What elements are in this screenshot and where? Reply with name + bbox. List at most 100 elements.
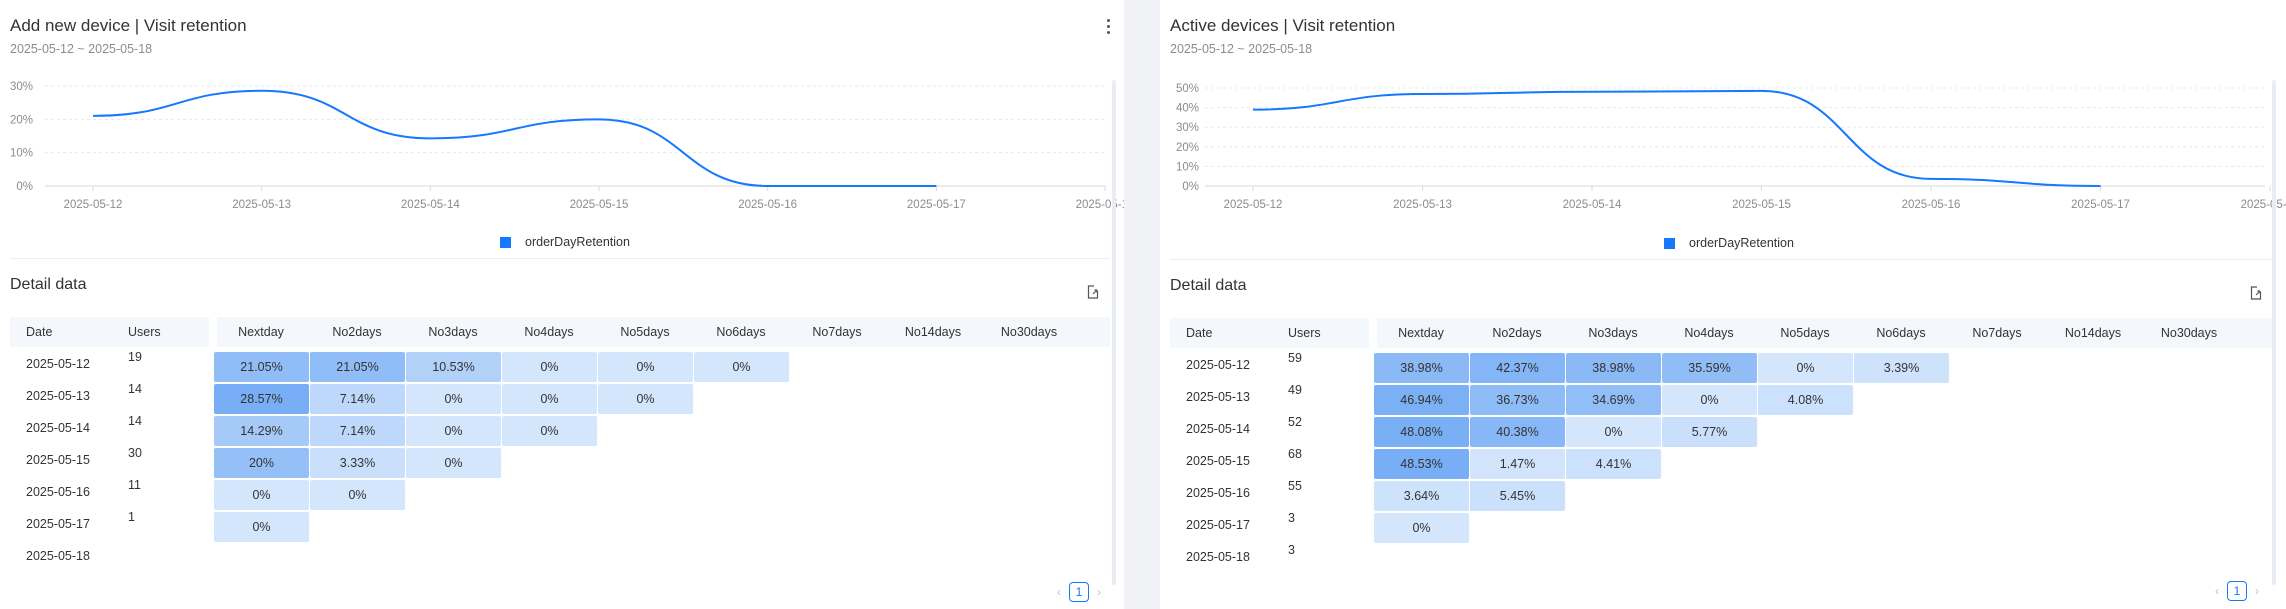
column-header-no6days: No6days — [1876, 326, 1926, 340]
retention-cell[interactable]: 0% — [406, 448, 501, 478]
retention-cell[interactable]: 0% — [694, 352, 789, 382]
retention-line-chart: 0% 10% 20% 30% 2025-05-12 2025-05-13 2025-05-1… — [10, 81, 1124, 211]
divider — [10, 258, 1110, 259]
column-header-no30days: No30days — [2160, 326, 2218, 340]
column-header-no7days: No7days — [1972, 326, 2022, 340]
retention-cell[interactable]: 36.73% — [1470, 385, 1565, 415]
retention-cell[interactable]: 0% — [598, 352, 693, 382]
header-gap — [1369, 318, 1377, 348]
retention-cell[interactable]: 21.05% — [310, 352, 405, 382]
card-title: Add new device | Visit retention — [10, 16, 247, 35]
column-header-no3days: No3days — [1588, 326, 1638, 340]
x-tick-label: 2025-05-13 — [1393, 199, 1452, 211]
retention-cell[interactable]: 46.94% — [1374, 385, 1469, 415]
next-page-icon[interactable]: › — [1097, 585, 1101, 599]
retention-cell[interactable]: 7.14% — [310, 384, 405, 414]
column-header-no4days: No4days — [1684, 326, 1734, 340]
retention-cell[interactable]: 34.69% — [1566, 385, 1661, 415]
pagination: ‹ 1 › — [2215, 581, 2259, 601]
y-tick-label: 0% — [16, 181, 33, 193]
chart-legend[interactable]: orderDayRetention — [500, 234, 630, 250]
next-page-icon[interactable]: › — [2255, 584, 2259, 598]
series-line-orderDayRetention[interactable] — [92, 89, 937, 188]
page-number[interactable]: 1 — [1069, 582, 1089, 602]
retention-cell[interactable]: 1.47% — [1470, 449, 1565, 479]
retention-cell[interactable]: 3.33% — [310, 448, 405, 478]
retention-cell[interactable]: 4.41% — [1566, 449, 1661, 479]
retention-cell[interactable]: 0% — [502, 416, 597, 446]
prev-page-icon[interactable]: ‹ — [1057, 585, 1061, 599]
scrollbar-track[interactable] — [2272, 80, 2276, 585]
x-tick-label: 2025-05-14 — [401, 199, 460, 211]
retention-cell[interactable]: 38.98% — [1566, 353, 1661, 383]
date-range: 2025-05-12 ~ 2025-05-18 — [1170, 42, 1313, 56]
retention-card-new-devices: Add new device | Visit retention 2025-05… — [0, 0, 1124, 609]
retention-cell[interactable]: 3.39% — [1854, 353, 1949, 383]
row-users: 68 — [1288, 447, 1302, 461]
retention-cell[interactable]: 5.77% — [1662, 417, 1757, 447]
retention-cell[interactable]: 0% — [1566, 417, 1661, 447]
x-tick-label: 2025-05-16 — [1902, 199, 1961, 211]
table-header: Date Users Nextday No2days No3days No4days No5… — [10, 317, 1110, 347]
retention-cell[interactable]: 48.08% — [1374, 417, 1469, 447]
retention-cell[interactable]: 14.29% — [214, 416, 309, 446]
prev-page-icon[interactable]: ‹ — [2215, 584, 2219, 598]
retention-cell[interactable]: 0% — [406, 384, 501, 414]
row-users: 14 — [128, 382, 142, 396]
retention-cell[interactable]: 21.05% — [214, 352, 309, 382]
retention-cell[interactable]: 38.98% — [1374, 353, 1469, 383]
table-row: 2025-05-12 59 38.98% 42.37% 38.98% 35.59% 0% 3.… — [1170, 344, 2270, 383]
retention-card-active-devices: Active devices | Visit retention 2025-05… — [1160, 0, 2286, 609]
row-date: 2025-05-13 — [26, 389, 90, 403]
column-header-no5days: No5days — [1780, 326, 1830, 340]
page-number[interactable]: 1 — [2227, 581, 2247, 601]
x-tick-label: 2025-05-12 — [64, 199, 123, 211]
row-date: 2025-05-14 — [26, 421, 90, 435]
row-users: 3 — [1288, 511, 1295, 525]
row-date: 2025-05-12 — [1186, 358, 1250, 372]
retention-cell[interactable]: 40.38% — [1470, 417, 1565, 447]
y-tick-label: 20% — [1176, 142, 1199, 154]
table-row: 2025-05-17 3 0% — [1170, 504, 2270, 543]
row-users: 1 — [128, 510, 135, 524]
retention-cell[interactable]: 0% — [598, 384, 693, 414]
row-date: 2025-05-17 — [26, 517, 90, 531]
retention-cell[interactable]: 0% — [1374, 513, 1469, 543]
retention-cell[interactable]: 3.64% — [1374, 481, 1469, 511]
legend-swatch — [500, 236, 511, 248]
retention-cell[interactable]: 42.37% — [1470, 353, 1565, 383]
column-header-nextday: Nextday — [238, 325, 284, 339]
retention-cell[interactable]: 5.45% — [1470, 481, 1565, 511]
series-line-orderDayRetention[interactable] — [1252, 89, 2101, 187]
retention-cell[interactable]: 28.57% — [214, 384, 309, 414]
column-header-no3days: No3days — [428, 325, 478, 339]
detail-data-title: Detail data — [1170, 277, 1247, 294]
retention-cell[interactable]: 4.08% — [1758, 385, 1853, 415]
export-icon[interactable] — [2248, 285, 2264, 301]
export-icon[interactable] — [1085, 284, 1101, 300]
retention-cell[interactable]: 0% — [502, 384, 597, 414]
column-header-nextday: Nextday — [1398, 326, 1444, 340]
retention-cell[interactable]: 7.14% — [310, 416, 405, 446]
retention-cell[interactable]: 10.53% — [406, 352, 501, 382]
table-row: 2025-05-14 52 48.08% 40.38% 0% 5.77% — [1170, 408, 2270, 447]
retention-cell[interactable]: 0% — [1662, 385, 1757, 415]
table-row: 2025-05-16 55 3.64% 5.45% — [1170, 472, 2270, 511]
more-options-icon[interactable] — [1103, 14, 1113, 38]
row-users: 14 — [128, 414, 142, 428]
retention-cell[interactable]: 0% — [214, 512, 309, 542]
column-header-no5days: No5days — [620, 325, 670, 339]
row-date: 2025-05-17 — [1186, 518, 1250, 532]
column-header-users: Users — [128, 325, 161, 339]
retention-cell[interactable]: 0% — [1758, 353, 1853, 383]
scrollbar-track[interactable] — [1112, 80, 1116, 585]
retention-cell[interactable]: 0% — [502, 352, 597, 382]
retention-cell[interactable]: 20% — [214, 448, 309, 478]
retention-cell[interactable]: 0% — [310, 480, 405, 510]
retention-cell[interactable]: 0% — [406, 416, 501, 446]
retention-cell[interactable]: 35.59% — [1662, 353, 1757, 383]
card-title: Active devices | Visit retention — [1170, 16, 1396, 35]
retention-cell[interactable]: 0% — [214, 480, 309, 510]
chart-legend[interactable]: orderDayRetention — [1664, 235, 1794, 251]
retention-cell[interactable]: 48.53% — [1374, 449, 1469, 479]
